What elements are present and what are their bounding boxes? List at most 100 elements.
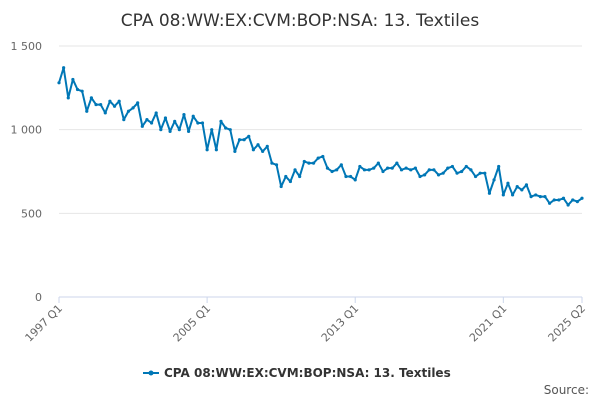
- data-point[interactable]: [140, 124, 144, 128]
- data-point[interactable]: [200, 121, 205, 125]
- data-point[interactable]: [483, 171, 487, 175]
- data-point[interactable]: [469, 168, 473, 172]
- data-point[interactable]: [149, 121, 154, 125]
- data-point[interactable]: [432, 168, 436, 172]
- data-point[interactable]: [57, 81, 61, 85]
- data-point[interactable]: [99, 102, 103, 107]
- data-point[interactable]: [228, 128, 232, 132]
- data-point[interactable]: [561, 196, 566, 200]
- data-point[interactable]: [515, 184, 519, 189]
- data-point[interactable]: [418, 174, 422, 179]
- data-point[interactable]: [145, 118, 149, 122]
- data-point[interactable]: [381, 169, 385, 174]
- data-point[interactable]: [353, 178, 357, 182]
- data-point[interactable]: [288, 179, 293, 184]
- data-point[interactable]: [279, 184, 283, 189]
- data-point[interactable]: [80, 89, 84, 93]
- data-point[interactable]: [399, 168, 404, 172]
- data-point[interactable]: [455, 171, 459, 175]
- data-point[interactable]: [307, 161, 311, 165]
- data-point[interactable]: [427, 168, 431, 172]
- data-point[interactable]: [112, 104, 117, 108]
- data-point[interactable]: [62, 66, 66, 70]
- data-point[interactable]: [395, 161, 399, 165]
- data-point[interactable]: [571, 198, 575, 202]
- data-point[interactable]: [219, 119, 223, 123]
- data-point[interactable]: [293, 168, 297, 172]
- data-point[interactable]: [497, 164, 501, 169]
- data-point[interactable]: [534, 193, 538, 197]
- data-point[interactable]: [538, 195, 542, 199]
- data-point[interactable]: [126, 109, 131, 113]
- data-point[interactable]: [464, 164, 468, 169]
- data-point[interactable]: [566, 203, 570, 207]
- data-point[interactable]: [131, 106, 135, 110]
- data-point[interactable]: [386, 166, 390, 170]
- data-point[interactable]: [214, 148, 218, 152]
- data-point[interactable]: [372, 166, 376, 170]
- data-point[interactable]: [404, 166, 408, 170]
- data-point[interactable]: [265, 144, 269, 148]
- data-point[interactable]: [233, 149, 237, 154]
- data-point[interactable]: [75, 87, 80, 92]
- data-point[interactable]: [529, 195, 533, 199]
- data-point[interactable]: [247, 134, 251, 138]
- data-point[interactable]: [284, 174, 288, 179]
- data-point[interactable]: [552, 198, 556, 202]
- data-point[interactable]: [330, 169, 334, 174]
- data-point[interactable]: [159, 128, 163, 132]
- data-point[interactable]: [501, 193, 505, 197]
- data-point[interactable]: [205, 148, 209, 152]
- data-point[interactable]: [173, 119, 177, 123]
- data-point[interactable]: [325, 166, 330, 170]
- data-point[interactable]: [154, 111, 158, 115]
- data-point[interactable]: [177, 128, 181, 132]
- data-point[interactable]: [335, 168, 339, 172]
- data-point[interactable]: [302, 159, 306, 164]
- data-point[interactable]: [122, 118, 126, 122]
- data-point[interactable]: [168, 129, 172, 133]
- data-point[interactable]: [242, 138, 246, 142]
- data-point[interactable]: [358, 164, 362, 169]
- data-point[interactable]: [450, 164, 455, 169]
- data-point[interactable]: [413, 166, 417, 170]
- data-point[interactable]: [557, 198, 561, 202]
- data-point[interactable]: [210, 128, 214, 132]
- data-point[interactable]: [548, 201, 552, 205]
- data-point[interactable]: [182, 113, 186, 117]
- data-point[interactable]: [191, 114, 195, 118]
- data-point[interactable]: [298, 174, 302, 179]
- data-point[interactable]: [251, 148, 255, 152]
- data-point[interactable]: [339, 163, 343, 167]
- data-point[interactable]: [117, 99, 121, 103]
- data-point[interactable]: [89, 96, 93, 100]
- data-point[interactable]: [311, 161, 316, 165]
- data-point[interactable]: [423, 173, 427, 177]
- data-point[interactable]: [85, 109, 89, 113]
- data-point[interactable]: [506, 181, 510, 185]
- data-point[interactable]: [261, 149, 265, 154]
- data-point[interactable]: [186, 129, 191, 133]
- data-point[interactable]: [510, 193, 515, 197]
- data-point[interactable]: [409, 168, 413, 172]
- data-point[interactable]: [224, 126, 228, 130]
- data-point[interactable]: [478, 171, 482, 175]
- data-point[interactable]: [367, 168, 371, 172]
- data-point[interactable]: [446, 166, 450, 170]
- data-point[interactable]: [460, 169, 464, 174]
- data-point[interactable]: [270, 161, 274, 165]
- data-point[interactable]: [274, 163, 279, 167]
- data-point[interactable]: [344, 174, 348, 179]
- data-point[interactable]: [580, 196, 584, 200]
- data-point[interactable]: [390, 166, 394, 170]
- data-point[interactable]: [520, 188, 524, 192]
- data-point[interactable]: [473, 174, 478, 179]
- data-point[interactable]: [543, 195, 547, 199]
- legend[interactable]: CPA 08:WW:EX:CVM:BOP:NSA: 13. Textiles: [143, 366, 451, 380]
- data-point[interactable]: [66, 96, 70, 100]
- data-point[interactable]: [492, 178, 496, 182]
- series-line[interactable]: [58, 66, 583, 206]
- data-point[interactable]: [163, 116, 168, 120]
- data-point[interactable]: [575, 200, 579, 204]
- data-point[interactable]: [436, 173, 441, 177]
